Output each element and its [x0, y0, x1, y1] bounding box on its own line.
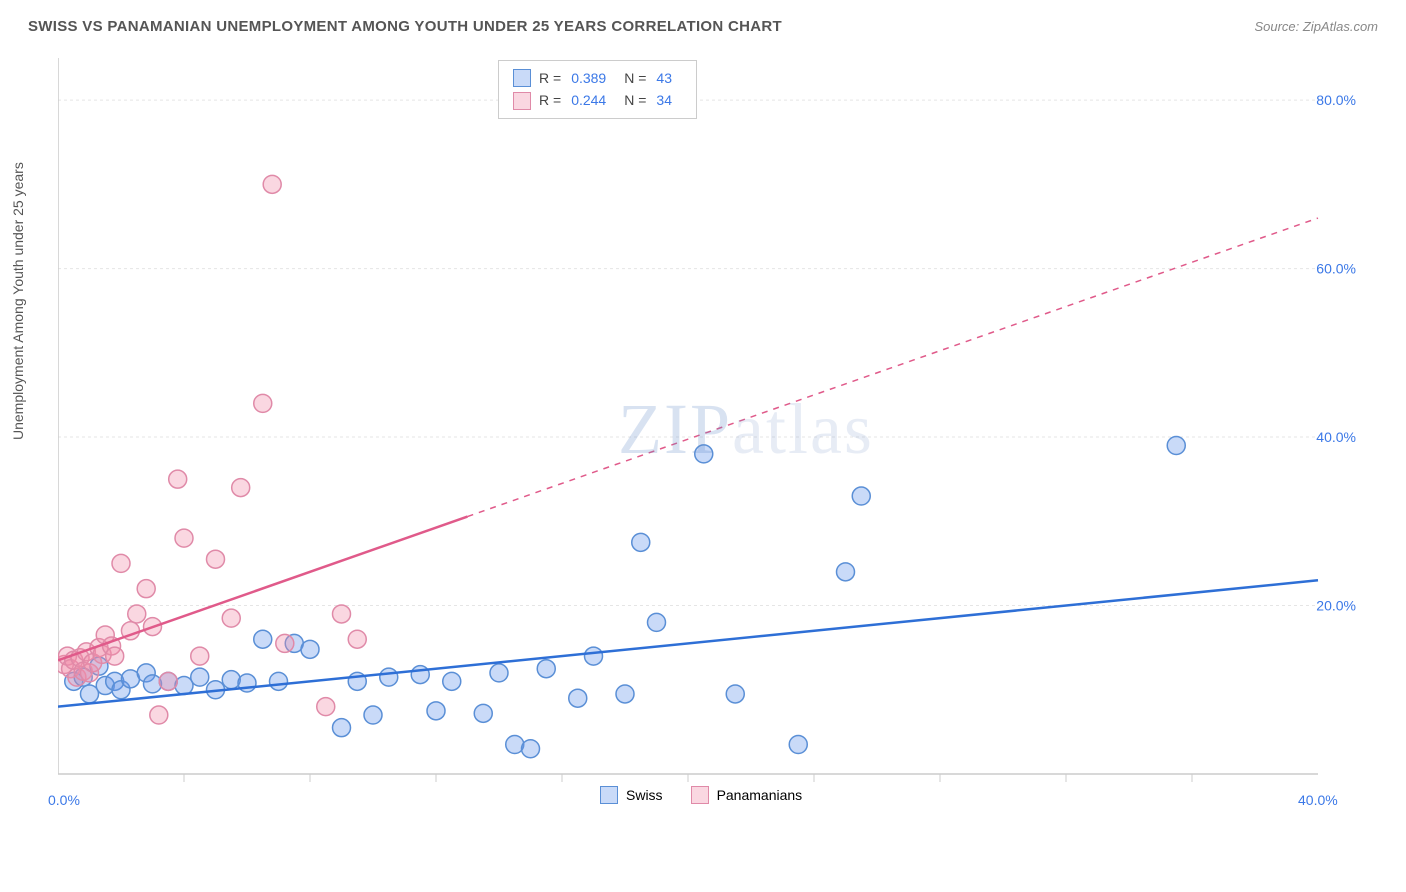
series-legend-item: Swiss: [600, 786, 663, 804]
legend-swatch-icon: [600, 786, 618, 804]
legend-swatch-icon: [513, 92, 531, 110]
series-legend: Swiss Panamanians: [600, 786, 802, 804]
n-label: N =: [624, 89, 646, 111]
series-name: Swiss: [626, 787, 663, 803]
legend-swatch-icon: [691, 786, 709, 804]
chart-title: SWISS VS PANAMANIAN UNEMPLOYMENT AMONG Y…: [28, 18, 782, 35]
svg-text:60.0%: 60.0%: [1316, 261, 1356, 277]
r-label: R =: [539, 89, 561, 111]
n-label: N =: [624, 67, 646, 89]
source-attribution: Source: ZipAtlas.com: [1254, 19, 1378, 34]
x-axis-origin-label: 0.0%: [48, 792, 80, 808]
svg-text:80.0%: 80.0%: [1316, 92, 1356, 108]
legend-row: R = 0.244 N = 34: [513, 89, 682, 111]
n-value: 34: [656, 89, 672, 111]
y-axis-label: Unemployment Among Youth under 25 years: [10, 162, 26, 440]
r-value: 0.389: [571, 67, 606, 89]
correlation-legend: R = 0.389 N = 43 R = 0.244 N = 34: [498, 60, 697, 119]
n-value: 43: [656, 67, 672, 89]
series-legend-item: Panamanians: [691, 786, 803, 804]
r-value: 0.244: [571, 89, 606, 111]
scatter-plot: 20.0% 40.0% 60.0% 80.0%: [58, 48, 1378, 818]
legend-row: R = 0.389 N = 43: [513, 67, 682, 89]
svg-text:20.0%: 20.0%: [1316, 598, 1356, 614]
x-axis-max-label: 40.0%: [1298, 792, 1338, 808]
chart-container: 20.0%40.0%60.0%80.0% ZIPatlas R =0.389N …: [58, 48, 1378, 818]
series-name: Panamanians: [717, 787, 803, 803]
svg-text:40.0%: 40.0%: [1316, 429, 1356, 445]
legend-swatch-icon: [513, 69, 531, 87]
r-label: R =: [539, 67, 561, 89]
